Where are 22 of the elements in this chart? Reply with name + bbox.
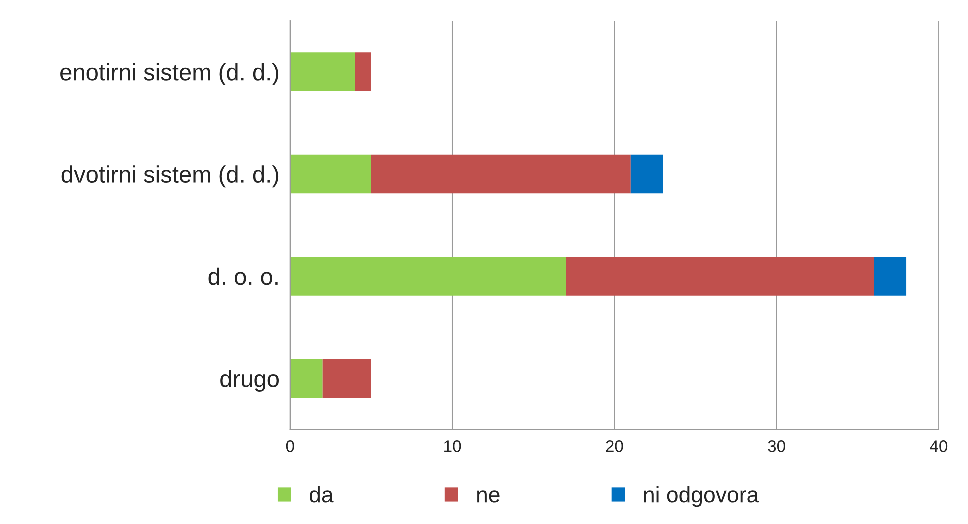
bar <box>371 154 631 194</box>
x-tick-label: 40 <box>930 440 948 452</box>
bar <box>290 52 356 92</box>
bar <box>322 359 372 398</box>
bar <box>874 256 907 296</box>
legend-label: da <box>310 486 334 503</box>
x-tick-label: 20 <box>606 440 624 452</box>
x-tick-label: 30 <box>768 440 786 452</box>
bar <box>630 154 664 194</box>
bar <box>290 154 372 194</box>
bar <box>290 359 323 398</box>
x-tick-label: 10 <box>444 440 462 452</box>
bar <box>355 52 372 92</box>
bar <box>290 256 566 296</box>
y-tick-label: drugo <box>220 370 279 392</box>
x-tick-label: 0 <box>286 440 294 452</box>
y-tick-label: d. o. o. <box>208 268 278 286</box>
legend-label: ni odgovora <box>644 486 760 508</box>
legend-label: ne <box>477 490 500 503</box>
y-tick-label: dvotirni sistem (d. d.) <box>62 166 279 188</box>
bar <box>566 256 874 296</box>
y-tick-label: enotirni sistem (d. d.) <box>60 63 279 86</box>
